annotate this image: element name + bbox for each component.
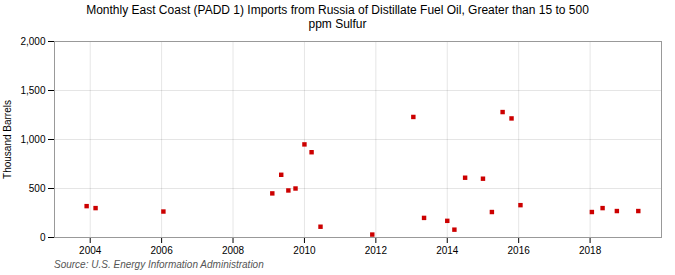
svg-text:500: 500 [29,183,46,194]
svg-text:2016: 2016 [508,245,531,256]
html-text:Monthly East Coast (PADD 1) Im: Monthly East Coast (PADD 1) Imports from… [86,3,589,31]
svg-text:1,000: 1,000 [20,134,45,145]
svg-text:1,500: 1,500 [20,85,45,96]
html-text:Source: U.S. Energy Informatio: Source: U.S. Energy Information Administ… [54,259,264,270]
svg-text:Thousand Barrels: Thousand Barrels [2,100,13,179]
svg-text:2010: 2010 [293,245,316,256]
svg-text:2006: 2006 [150,245,173,256]
svg-text:2012: 2012 [365,245,388,256]
svg-text:2014: 2014 [436,245,459,256]
svg-text:2008: 2008 [222,245,245,256]
svg-text:2004: 2004 [79,245,102,256]
svg-text:0: 0 [40,232,46,243]
svg-text:2018: 2018 [579,245,602,256]
svg-text:2,000: 2,000 [20,36,45,47]
